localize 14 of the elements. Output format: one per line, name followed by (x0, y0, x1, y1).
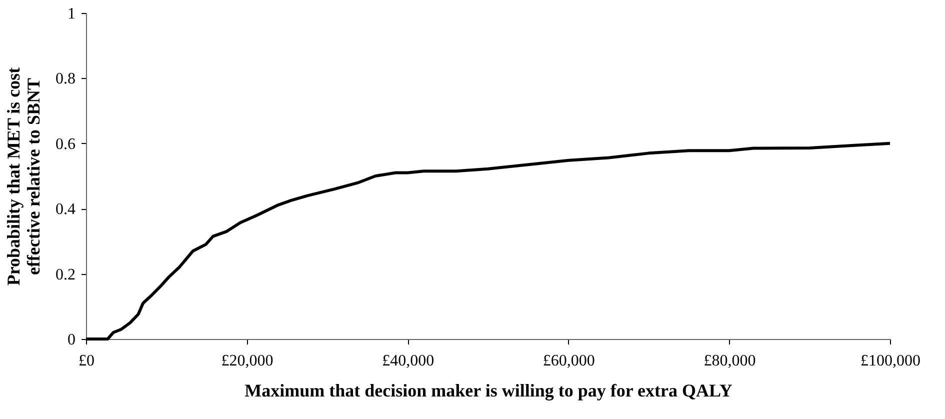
x-tick-label: £20,000 (221, 352, 274, 370)
x-tick-label: £60,000 (542, 352, 595, 370)
x-tick-label: £80,000 (704, 352, 756, 370)
y-tick-label: 0.8 (56, 70, 76, 88)
y-tick-label: 1 (68, 6, 76, 22)
y-tick-label: 0.2 (56, 266, 76, 284)
y-axis-title: Probability that MET is cost effective relative to SBNT (4, 67, 44, 286)
x-tick-label: £0 (78, 352, 94, 370)
x-tick-label: £40,000 (382, 352, 434, 370)
x-tick-label: £100,000 (860, 352, 920, 370)
y-tick-label: 0 (68, 332, 76, 348)
y-tick-label: 0.4 (56, 201, 76, 218)
y-tick-label: 0.6 (56, 136, 76, 153)
x-axis-title: Maximum that decision maker is willing to pay for extra QALY (244, 380, 732, 400)
